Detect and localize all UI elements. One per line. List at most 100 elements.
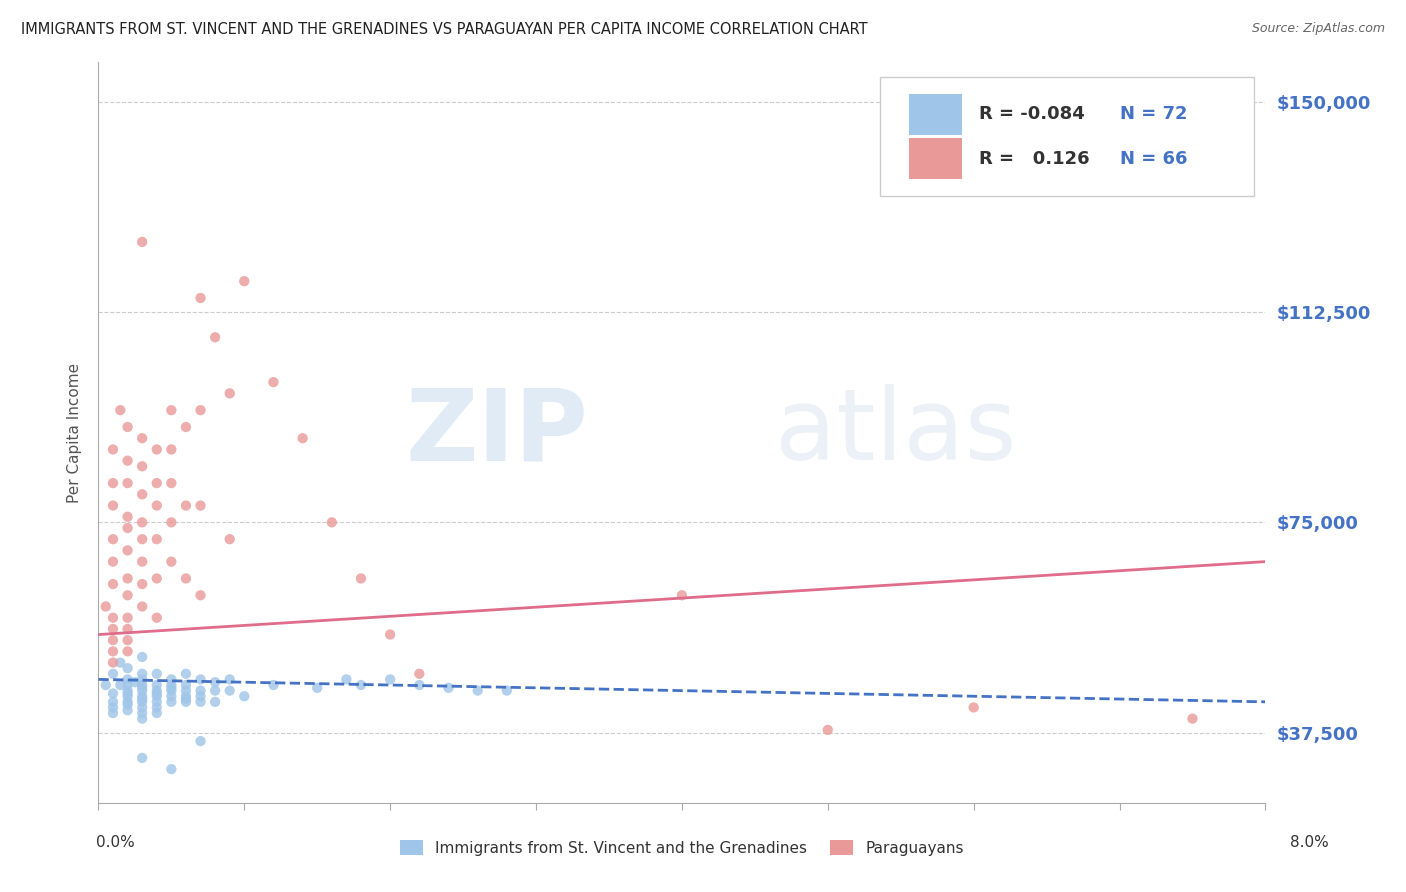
Point (146, 666, 169, 681)
Text: 0.0%: 0.0% (96, 836, 135, 850)
Text: N = 72: N = 72 (1119, 105, 1187, 123)
Text: atlas: atlas (775, 384, 1017, 481)
Point (496, 683, 519, 698)
Point (160, 476, 183, 491)
Point (117, 420, 139, 434)
Point (218, 386, 240, 401)
Point (262, 375, 284, 389)
Point (190, 683, 212, 698)
Point (160, 681, 183, 695)
Point (204, 683, 226, 698)
Point (117, 588, 139, 602)
Bar (910, 94, 962, 135)
Point (101, 532, 124, 546)
Point (190, 690, 212, 704)
Text: ZIP: ZIP (406, 384, 589, 481)
Point (117, 543, 139, 558)
Point (146, 442, 169, 457)
Point (117, 476, 139, 491)
Point (160, 762, 183, 776)
Point (1181, 712, 1204, 726)
Point (110, 678, 132, 692)
Point (174, 695, 197, 709)
Point (117, 698, 139, 712)
Text: N = 66: N = 66 (1119, 150, 1187, 168)
Point (117, 453, 139, 467)
Text: R =   0.126: R = 0.126 (980, 150, 1090, 168)
Point (101, 622, 124, 636)
Text: Source: ZipAtlas.com: Source: ZipAtlas.com (1251, 22, 1385, 36)
Point (350, 571, 373, 585)
Point (131, 678, 153, 692)
Point (117, 509, 139, 524)
Point (204, 695, 226, 709)
Point (146, 683, 169, 698)
Point (117, 571, 139, 585)
Point (101, 656, 124, 670)
Point (307, 681, 329, 695)
Point (380, 627, 402, 641)
Point (117, 644, 139, 658)
Point (117, 610, 139, 624)
Point (190, 734, 212, 748)
Point (467, 683, 489, 698)
Point (380, 673, 402, 687)
Point (131, 235, 153, 249)
Point (204, 675, 226, 690)
Point (671, 588, 693, 602)
Point (117, 686, 139, 700)
Point (124, 675, 146, 690)
Point (131, 599, 153, 614)
Point (437, 681, 460, 695)
Point (962, 700, 984, 714)
Point (146, 499, 169, 513)
Point (131, 695, 153, 709)
Point (335, 673, 357, 687)
Point (174, 692, 197, 706)
Bar (910, 138, 962, 179)
Point (174, 666, 197, 681)
Point (117, 683, 139, 698)
Point (131, 555, 153, 569)
Text: R = -0.084: R = -0.084 (980, 105, 1085, 123)
Point (131, 681, 153, 695)
Point (117, 703, 139, 717)
Point (204, 330, 226, 344)
Y-axis label: Per Capita Income: Per Capita Income (66, 362, 82, 503)
Point (131, 459, 153, 474)
Point (160, 690, 183, 704)
Point (146, 690, 169, 704)
Point (160, 695, 183, 709)
Point (146, 695, 169, 709)
Point (101, 706, 124, 720)
Point (117, 661, 139, 675)
Point (101, 686, 124, 700)
Legend: Immigrants from St. Vincent and the Grenadines, Paraguayans: Immigrants from St. Vincent and the Gren… (394, 834, 970, 862)
Point (291, 431, 314, 445)
Point (190, 403, 212, 417)
Point (101, 577, 124, 591)
Point (101, 442, 124, 457)
Point (101, 633, 124, 648)
Point (174, 690, 197, 704)
Point (160, 403, 183, 417)
Point (117, 521, 139, 535)
Point (160, 683, 183, 698)
Point (160, 442, 183, 457)
Point (101, 555, 124, 569)
Point (94, 599, 117, 614)
Point (146, 610, 169, 624)
Point (190, 695, 212, 709)
Point (218, 532, 240, 546)
Point (190, 499, 212, 513)
Point (160, 516, 183, 530)
Point (101, 695, 124, 709)
Point (408, 678, 430, 692)
Point (146, 476, 169, 491)
Point (110, 403, 132, 417)
Point (350, 678, 373, 692)
Point (131, 751, 153, 765)
Point (174, 499, 197, 513)
Point (131, 577, 153, 591)
Point (160, 678, 183, 692)
